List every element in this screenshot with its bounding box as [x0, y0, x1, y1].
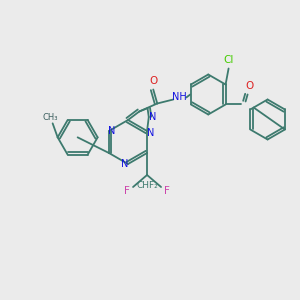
Text: F: F	[124, 186, 130, 196]
Text: N: N	[149, 112, 157, 122]
Text: NH: NH	[172, 92, 187, 103]
Text: CHF₂: CHF₂	[136, 181, 158, 190]
Text: N: N	[147, 128, 155, 138]
Text: N: N	[121, 159, 129, 169]
Text: O: O	[245, 82, 254, 92]
Text: F: F	[164, 186, 170, 196]
Text: Cl: Cl	[224, 56, 234, 65]
Text: O: O	[149, 76, 158, 86]
Text: N: N	[108, 126, 116, 136]
Text: CH₃: CH₃	[43, 113, 58, 122]
